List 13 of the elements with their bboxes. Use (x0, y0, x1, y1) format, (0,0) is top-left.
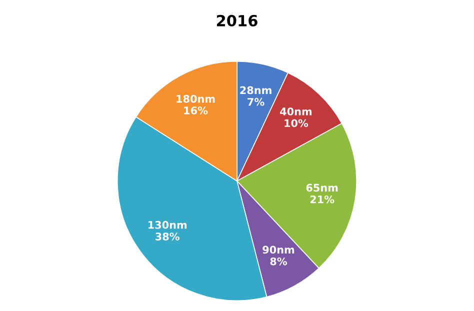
chart-title: 2016 (216, 14, 258, 26)
slice-label: 65nm (306, 184, 338, 192)
data-label: 16% (184, 106, 208, 114)
slice-label: 130nm (148, 220, 187, 229)
slice-label: 90nm (262, 246, 294, 254)
slice-label: 40nm (280, 108, 312, 116)
data-label: 10% (284, 119, 308, 128)
slice-label: 28nm (240, 86, 272, 94)
slice-label: 180nm (176, 94, 215, 103)
data-label: 38% (156, 232, 180, 240)
data-label: 21% (310, 195, 334, 204)
data-label: 7% (248, 98, 264, 106)
data-label: 8% (270, 257, 287, 266)
